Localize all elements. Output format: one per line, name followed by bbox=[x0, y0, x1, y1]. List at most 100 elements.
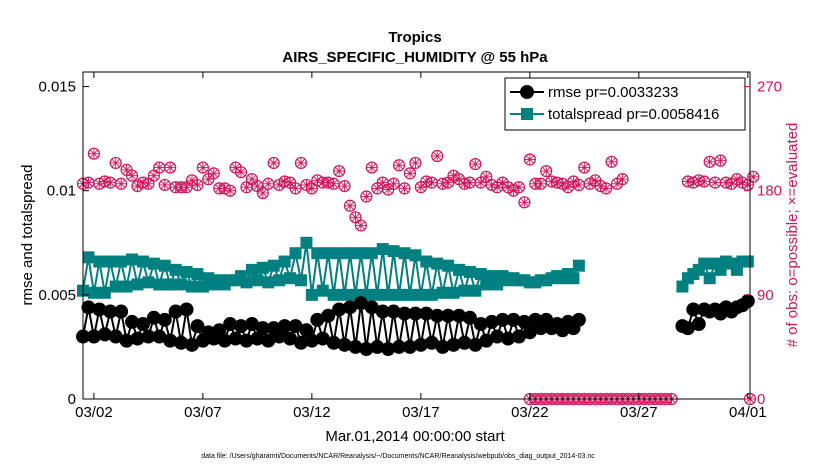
totalspread-point bbox=[365, 247, 378, 260]
rmse-point bbox=[740, 294, 755, 309]
obs-count-point bbox=[518, 196, 531, 209]
obs-count-point bbox=[398, 182, 411, 195]
rmse-point bbox=[413, 337, 428, 352]
rmse-point bbox=[517, 314, 532, 329]
rmse-point bbox=[130, 331, 145, 346]
totalspread-point bbox=[414, 288, 427, 301]
totalspread-point bbox=[104, 255, 117, 268]
totalspread-point bbox=[327, 288, 340, 301]
rmse-point bbox=[234, 319, 249, 334]
rmse-point bbox=[332, 302, 347, 317]
totalspread-point bbox=[431, 257, 444, 270]
rmse-point bbox=[408, 306, 423, 321]
obs-count-point bbox=[251, 179, 264, 193]
x-tick-label: 03/07 bbox=[184, 404, 222, 421]
totalspread-point bbox=[376, 243, 389, 256]
totalspread-point bbox=[387, 245, 400, 258]
totalspread-point bbox=[371, 288, 384, 301]
obs-count-point bbox=[267, 156, 280, 170]
rmse-point bbox=[310, 312, 325, 327]
rmse-point bbox=[484, 314, 499, 329]
rmse-point bbox=[299, 323, 314, 338]
obs-count-point bbox=[578, 161, 591, 174]
rmse-point bbox=[359, 342, 374, 357]
obs-count-point bbox=[164, 161, 177, 174]
totalspread-point bbox=[136, 255, 149, 268]
rmse-point bbox=[343, 300, 358, 315]
totalspread-point bbox=[131, 278, 144, 291]
obs-count-point bbox=[403, 167, 417, 180]
totalspread-point bbox=[93, 255, 106, 268]
obs-count-point bbox=[305, 182, 318, 195]
rmse-point bbox=[97, 327, 112, 342]
totalspread-point bbox=[354, 247, 367, 260]
rmse-point bbox=[141, 329, 156, 344]
rmse-point bbox=[424, 335, 439, 350]
rmse-point bbox=[304, 333, 319, 348]
y-right-tick-label: 270 bbox=[757, 79, 782, 96]
obs-count-point bbox=[714, 154, 727, 167]
totalspread-point bbox=[442, 259, 455, 272]
totalspread-point bbox=[311, 247, 324, 260]
y-axis-label: rmse and totalspread bbox=[19, 165, 36, 306]
obs-count-point bbox=[142, 177, 155, 190]
rmse-point bbox=[353, 296, 368, 311]
totalspread-point bbox=[82, 251, 95, 264]
totalspread-point bbox=[256, 261, 269, 274]
rmse-point bbox=[239, 333, 254, 348]
rmse-point bbox=[364, 300, 379, 315]
totalspread-point bbox=[458, 284, 471, 297]
rmse-point bbox=[506, 312, 521, 327]
rmse-point bbox=[255, 321, 270, 336]
totalspread-point bbox=[305, 288, 318, 301]
rmse-point bbox=[468, 337, 483, 352]
totalspread-point bbox=[316, 284, 329, 297]
rmse-point bbox=[680, 321, 695, 336]
totalspread-point bbox=[126, 253, 139, 266]
obs-count-point bbox=[262, 177, 275, 190]
obs-count-point bbox=[741, 178, 754, 192]
rmse-point bbox=[435, 339, 450, 354]
rmse-point bbox=[402, 339, 417, 354]
rmse-point bbox=[381, 342, 396, 357]
rmse-point bbox=[392, 339, 407, 354]
totalspread-point bbox=[289, 247, 302, 260]
y-tick-label: 0 bbox=[68, 391, 76, 408]
obs-count-point bbox=[523, 153, 536, 166]
rmse-point bbox=[212, 323, 227, 338]
totalspread-point bbox=[300, 236, 313, 249]
x-axis-label: Mar.01,2014 00:00:00 start bbox=[325, 428, 505, 445]
rmse-point bbox=[501, 331, 516, 346]
rmse-point bbox=[261, 333, 276, 348]
totalspread-point bbox=[98, 286, 111, 299]
rmse-point bbox=[179, 302, 194, 317]
totalspread-point bbox=[567, 272, 580, 285]
obs-count-point bbox=[463, 176, 477, 189]
x-tick-label: 04/01 bbox=[729, 404, 767, 421]
rmse-point bbox=[490, 329, 505, 344]
totalspread-point bbox=[273, 274, 286, 287]
totalspread-point bbox=[169, 263, 182, 276]
totalspread-point bbox=[403, 288, 416, 301]
rmse-point bbox=[114, 304, 129, 319]
obs-count-point bbox=[469, 158, 482, 171]
obs-count-point bbox=[534, 177, 547, 190]
totalspread-point bbox=[382, 288, 395, 301]
rmse-point bbox=[81, 300, 96, 315]
totalspread-point bbox=[251, 274, 264, 287]
rmse-point bbox=[495, 312, 510, 327]
obs-count-point bbox=[333, 164, 346, 178]
obs-count-point bbox=[256, 186, 269, 200]
rmse-point bbox=[86, 329, 101, 344]
obs-count-point bbox=[224, 184, 237, 197]
obs-count-point bbox=[480, 170, 493, 183]
rmse-point bbox=[446, 337, 461, 352]
obs-count-point bbox=[709, 176, 722, 189]
rmse-point bbox=[152, 329, 167, 344]
totalspread-point bbox=[447, 286, 460, 299]
rmse-point bbox=[457, 335, 472, 350]
rmse-point bbox=[571, 312, 586, 327]
totalspread-point bbox=[333, 247, 346, 260]
rmse-point bbox=[174, 335, 189, 350]
plot-area bbox=[76, 147, 760, 406]
